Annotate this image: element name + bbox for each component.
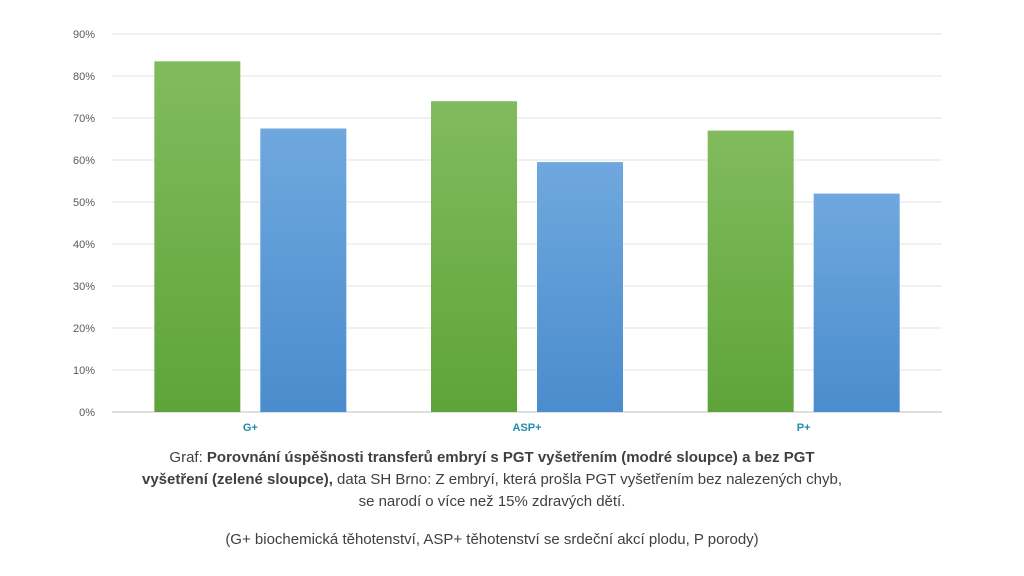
caption-rest: data SH Brno: Z embryí, která prošla PGT… xyxy=(332,471,842,510)
y-tick-label: 20% xyxy=(73,323,95,335)
caption-note: (G+ biochemická těhotenství, ASP+ těhote… xyxy=(225,531,759,548)
y-tick-label: 90% xyxy=(73,29,95,41)
bar-gplus-series-2 xyxy=(260,128,347,412)
bar-chart: 0% 10% 20% 30% 40% 50% 60% 70% 80% 90% G+ ASP+ P+ xyxy=(73,29,942,434)
y-tick-label: 80% xyxy=(73,71,95,83)
y-tick-label: 10% xyxy=(73,365,95,377)
caption-prefix: Graf: xyxy=(169,449,207,466)
x-category-label: ASP+ xyxy=(512,422,541,434)
x-category-label: P+ xyxy=(797,422,811,434)
y-tick-label: 50% xyxy=(73,197,95,209)
y-tick-label: 60% xyxy=(73,155,95,167)
bar-aspplus-series-1 xyxy=(431,101,517,412)
y-tick-label: 70% xyxy=(73,113,95,125)
y-tick-label: 40% xyxy=(73,239,95,251)
caption-bold: Porovnání úspěšnosti transferů embryí s … xyxy=(141,449,815,488)
bar-aspplus-series-2 xyxy=(537,162,623,412)
bar-pplus-series-1 xyxy=(707,130,794,412)
y-tick-label: 0% xyxy=(79,407,95,419)
chart-caption: Graf: Porovnání úspěšnosti transferů emb… xyxy=(140,447,844,513)
bar-pplus-series-2 xyxy=(813,193,900,412)
x-category-label: G+ xyxy=(243,422,258,434)
bar-gplus-series-1 xyxy=(154,61,241,413)
y-tick-label: 30% xyxy=(73,281,95,293)
